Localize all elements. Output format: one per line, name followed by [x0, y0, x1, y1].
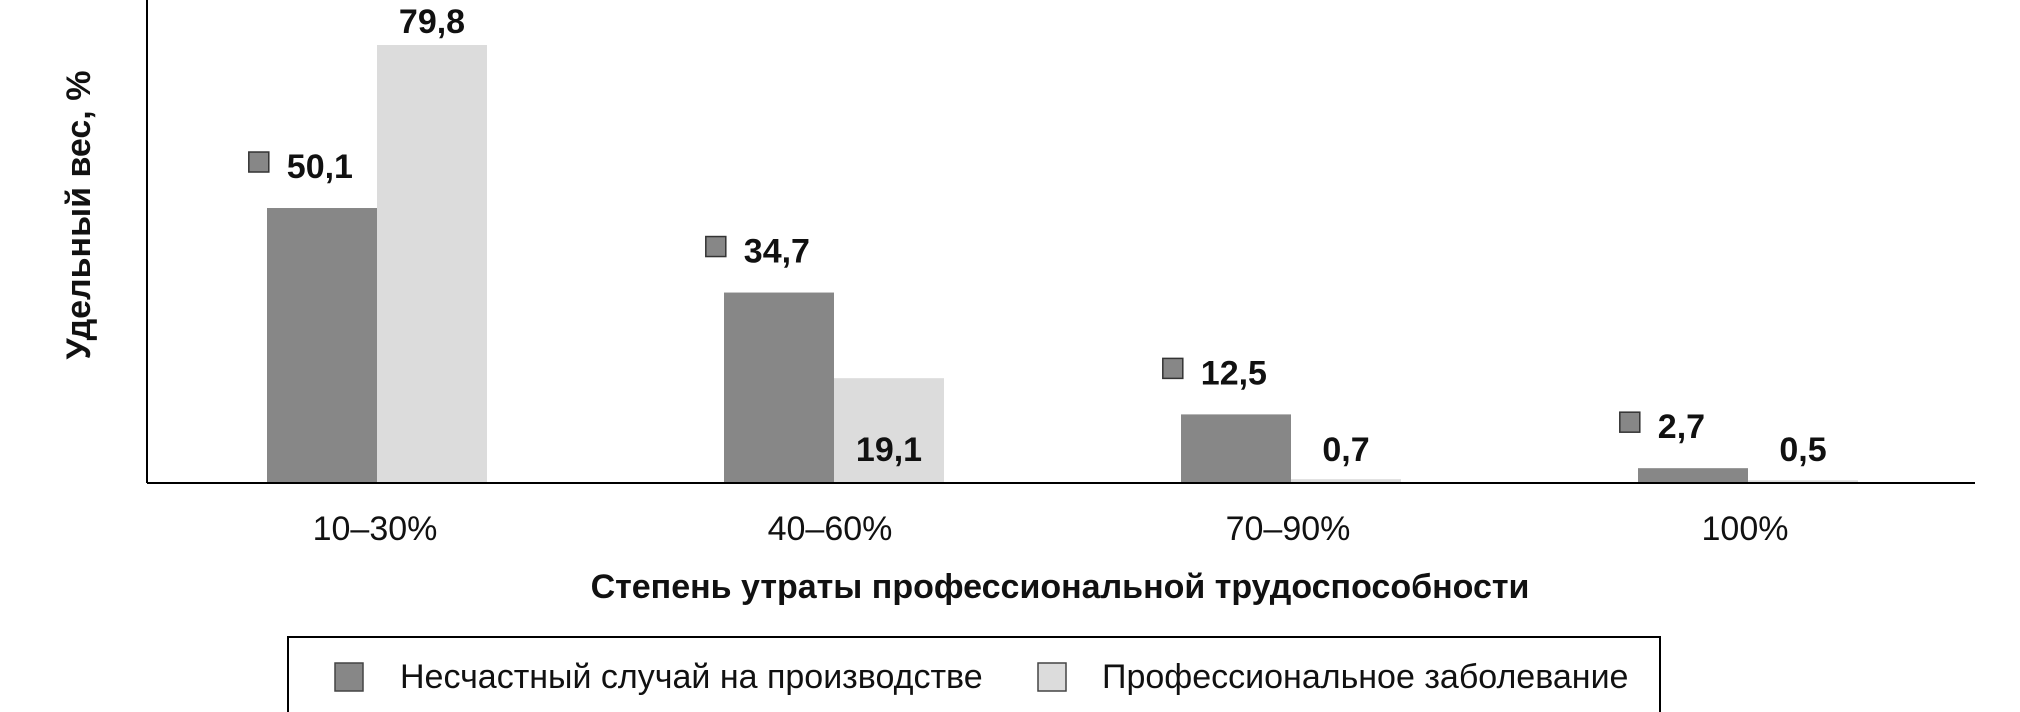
label-marker-100	[1619, 411, 1641, 433]
bar-100-series-1	[1638, 468, 1748, 483]
y-axis-title: Удельный вес, %	[60, 71, 98, 360]
x-tick-label-100: 100%	[1702, 510, 1789, 548]
data-label-70-90-series-1: 12,5	[1201, 354, 1267, 392]
bar-70-90-series-2	[1291, 479, 1401, 483]
data-label-40-60-series-1: 34,7	[744, 233, 810, 271]
data-label-100-series-2: 0,5	[1779, 431, 1826, 469]
legend-swatch-disease	[1037, 662, 1067, 692]
label-marker-70-90	[1162, 357, 1184, 380]
legend-label-accident: Несчастный случай на производстве	[400, 658, 983, 696]
label-marker-10-30	[248, 151, 270, 173]
x-tick-label-10-30: 10–30%	[313, 510, 438, 548]
data-label-10-30-series-1: 50,1	[287, 148, 353, 186]
bar-100-series-2	[1748, 480, 1858, 483]
bar-40-60-series-2	[834, 378, 944, 483]
bar-10-30-series-1	[267, 208, 377, 484]
x-axis-title: Степень утраты профессиональной трудоспо…	[591, 568, 1530, 606]
bar-40-60-series-1	[724, 292, 834, 483]
label-marker-40-60	[705, 235, 727, 258]
x-tick-labels: 10–30% 40–60% 70–90% 100%	[313, 510, 1789, 548]
legend-box	[287, 636, 1661, 712]
bar-70-90-series-1	[1181, 414, 1291, 483]
x-tick-label-70-90: 70–90%	[1226, 510, 1351, 548]
marker-group	[248, 151, 1641, 433]
legend-label-disease: Профессиональное заболевание	[1102, 658, 1628, 696]
x-tick-label-40-60: 40–60%	[768, 510, 893, 548]
data-label-100-series-1: 2,7	[1658, 408, 1705, 446]
data-labels-group: 50,1 79,8 34,7 19,1 12,5 0,7 2,7 0,5	[287, 3, 1827, 469]
data-label-10-30-series-2: 79,8	[399, 3, 465, 41]
bar-10-30-series-2	[377, 45, 487, 483]
data-label-40-60-series-2: 19,1	[856, 431, 922, 469]
bars-group	[267, 45, 1858, 484]
data-label-70-90-series-2: 0,7	[1322, 431, 1369, 469]
legend-swatch-accident	[334, 662, 364, 692]
